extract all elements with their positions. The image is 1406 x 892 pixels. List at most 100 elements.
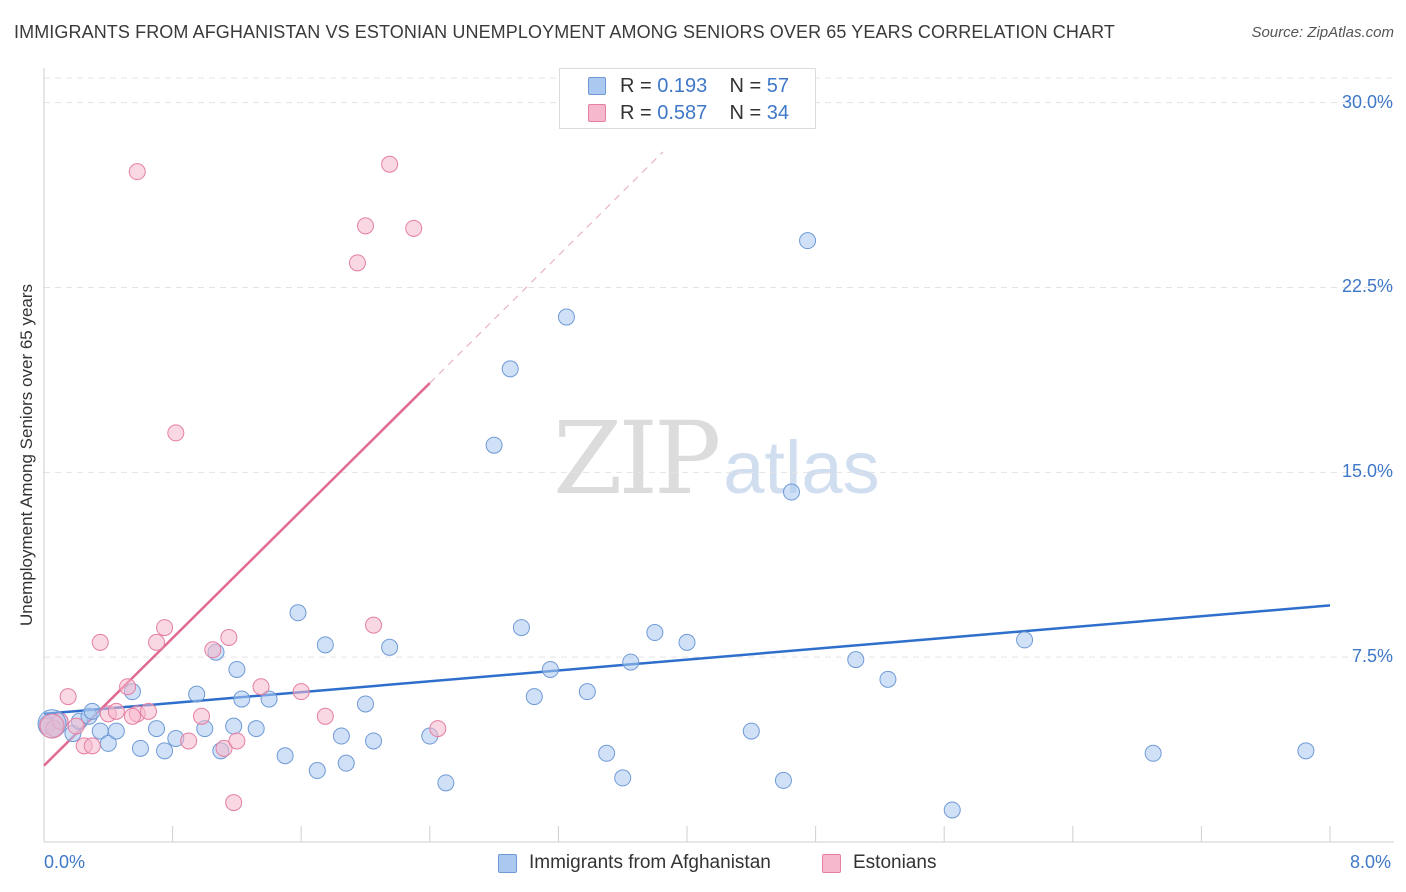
- afghanistan-point: [107, 722, 125, 740]
- afghanistan-point: [1016, 631, 1034, 649]
- x-tick-label-min: 0.0%: [44, 852, 86, 872]
- estonians-point: [167, 424, 185, 442]
- y-axis-label: Unemployment Among Seniors over 65 years: [17, 283, 36, 627]
- afghanistan-point: [289, 604, 307, 622]
- afghanistan-point: [678, 633, 696, 651]
- estonians-point: [220, 628, 238, 646]
- estonians-point: [429, 720, 447, 738]
- afghanistan-point: [879, 670, 897, 688]
- estonians-point: [215, 739, 233, 757]
- afghanistan-point: [188, 685, 206, 703]
- n-label: N =: [729, 75, 762, 97]
- afghanistan-point: [614, 769, 632, 787]
- estonians-point: [228, 732, 246, 750]
- estonians-point: [316, 707, 334, 725]
- estonians-point: [292, 683, 310, 701]
- estonians-point: [119, 678, 137, 696]
- pink-swatch: [588, 104, 606, 122]
- estonians-point: [156, 619, 174, 637]
- trend-lines: [43, 151, 1331, 767]
- afghanistan-point: [1144, 744, 1162, 762]
- afghanistan-point: [742, 722, 760, 740]
- estonians-point: [193, 707, 211, 725]
- estonians-point: [348, 254, 366, 272]
- afghanistan-point: [156, 742, 174, 760]
- estonians-point: [180, 732, 198, 750]
- watermark: ZIPatlas: [553, 400, 880, 517]
- afghanistan-point: [276, 747, 294, 765]
- afghanistan-point: [247, 720, 265, 738]
- afghanistan-point: [260, 690, 278, 708]
- axes: [43, 68, 1394, 843]
- afghanistan-point: [365, 732, 383, 750]
- afghanistan-point: [148, 720, 166, 738]
- afghanistan-point: [622, 653, 640, 671]
- r-value: 0.193: [657, 75, 708, 97]
- afghanistan-point: [512, 619, 530, 637]
- estonians-point: [381, 155, 399, 173]
- estonians-point: [128, 163, 146, 181]
- afghanistan-point: [308, 762, 326, 780]
- estonians-point: [148, 633, 166, 651]
- estonians-point: [123, 707, 141, 725]
- r-label: R =: [620, 75, 652, 97]
- afghanistan-trend-line: [43, 604, 1331, 716]
- estonians-trend-line: [43, 382, 431, 767]
- afghanistan-point: [598, 744, 616, 762]
- blue-swatch: [588, 77, 606, 95]
- afghanistan-point: [646, 624, 664, 642]
- afghanistan-point: [541, 660, 559, 678]
- grid-lines: [44, 77, 1394, 658]
- afghanistan-point: [943, 801, 961, 819]
- blue-swatch: [498, 854, 517, 873]
- watermark-zip: ZIP: [553, 400, 721, 517]
- legend-label: Estonians: [853, 852, 937, 873]
- afghanistan-point: [578, 683, 596, 701]
- estonians-point: [405, 219, 423, 237]
- correlation-legend: R = 0.193 N = 57 R = 0.587 N = 34: [559, 68, 816, 129]
- r-label: R =: [620, 102, 652, 124]
- estonians-point: [83, 737, 101, 755]
- chart-title: IMMIGRANTS FROM AFGHANISTAN VS ESTONIAN …: [14, 22, 1115, 42]
- afghanistan-point: [228, 660, 246, 678]
- r-value: 0.587: [657, 102, 708, 124]
- afghanistan-point: [774, 771, 792, 789]
- y-tick-label: 22.5%: [1341, 276, 1393, 297]
- estonians-point: [67, 717, 85, 735]
- n-label: N =: [729, 102, 762, 124]
- afghanistan-point: [501, 360, 519, 378]
- estonians-point: [204, 641, 222, 659]
- afghanistan-point: [316, 636, 334, 654]
- estonians-point: [225, 794, 243, 812]
- n-value: 34: [766, 102, 790, 124]
- afghanistan-point: [525, 688, 543, 706]
- pink-swatch: [822, 854, 841, 873]
- data-points: [37, 155, 1315, 819]
- afghanistan-point: [437, 774, 455, 792]
- afghanistan-point: [83, 702, 101, 720]
- afghanistan-point: [337, 754, 355, 772]
- afghanistan-point: [225, 717, 243, 735]
- afghanistan-point: [782, 483, 800, 501]
- n-value: 57: [766, 75, 790, 97]
- estonians-point: [107, 702, 125, 720]
- afghanistan-point: [381, 638, 399, 656]
- afghanistan-point: [485, 436, 503, 454]
- afghanistan-point: [233, 690, 251, 708]
- estonians-point: [59, 688, 77, 706]
- afghanistan-point: [332, 727, 350, 745]
- y-tick-label: 30.0%: [1341, 91, 1393, 112]
- afghanistan-point: [1297, 742, 1315, 760]
- afghanistan-point: [557, 308, 575, 326]
- estonians-trend-extension: [429, 151, 664, 384]
- afghanistan-point: [357, 695, 374, 713]
- y-tick-label: 15.0%: [1341, 461, 1393, 482]
- afghanistan-point: [799, 232, 817, 250]
- legend-label: Immigrants from Afghanistan: [529, 852, 771, 873]
- estonians-point: [139, 702, 157, 720]
- estonians-point: [252, 678, 270, 696]
- source-label: Source: ZipAtlas.com: [1251, 24, 1394, 41]
- estonians-cluster-point: [39, 713, 65, 739]
- x-tick-label-max: 8.0%: [1350, 852, 1392, 872]
